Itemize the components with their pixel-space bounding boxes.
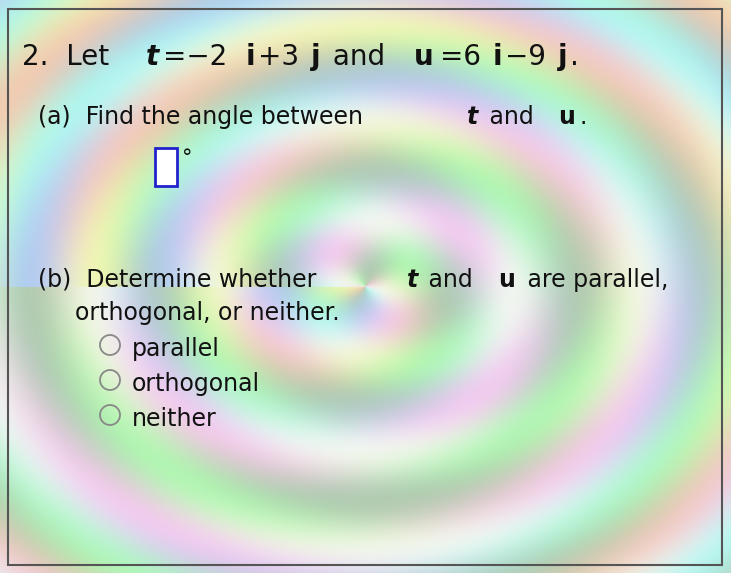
Text: and: and [324, 43, 394, 71]
Text: u: u [498, 268, 515, 292]
Text: orthogonal, or neither.: orthogonal, or neither. [75, 301, 340, 325]
Text: °: ° [182, 148, 192, 168]
Text: −9: −9 [505, 43, 546, 71]
Text: .: . [570, 43, 579, 71]
Text: and: and [482, 105, 541, 129]
Text: u: u [414, 43, 433, 71]
Text: j: j [558, 43, 567, 71]
Text: parallel: parallel [132, 337, 220, 361]
Text: (b)  Determine whether: (b) Determine whether [38, 268, 324, 292]
Text: neither: neither [132, 407, 217, 431]
Text: i: i [493, 43, 502, 71]
Text: and: and [421, 268, 481, 292]
Bar [155, 148, 177, 186]
Text: .: . [580, 105, 587, 129]
Text: i: i [246, 43, 256, 71]
Text: orthogonal: orthogonal [132, 372, 260, 396]
Text: j: j [311, 43, 321, 71]
Text: u: u [558, 105, 575, 129]
Text: t: t [407, 268, 418, 292]
Text: =6: =6 [439, 43, 480, 71]
Text: are parallel,: are parallel, [520, 268, 668, 292]
Text: =−2: =−2 [163, 43, 227, 71]
Text: +3: +3 [258, 43, 300, 71]
Text: t: t [467, 105, 478, 129]
Text: t: t [146, 43, 159, 71]
Text: 2.  Let: 2. Let [22, 43, 118, 71]
Text: (a)  Find the angle between: (a) Find the angle between [38, 105, 371, 129]
